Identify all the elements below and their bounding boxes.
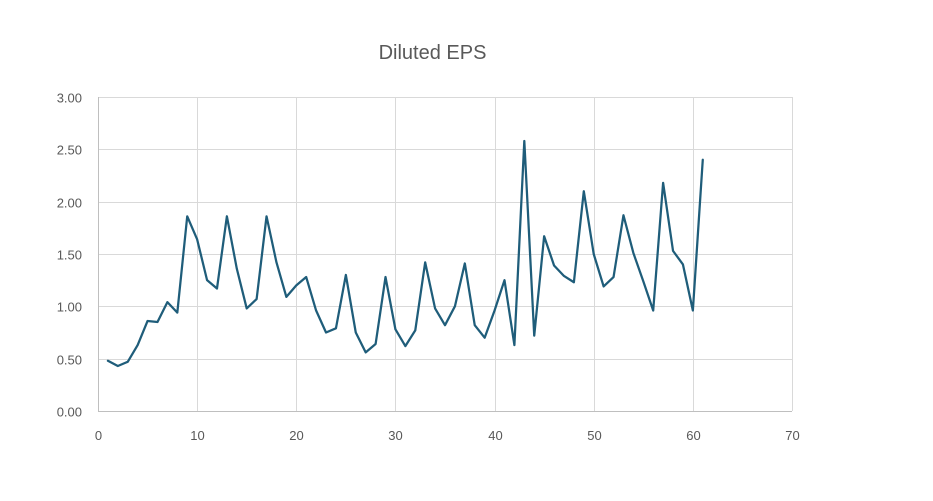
y-tick-label: 1.50 xyxy=(57,248,82,263)
y-tick-label: 0.50 xyxy=(57,353,82,368)
y-tick-label: 2.50 xyxy=(57,143,82,158)
series-layer xyxy=(106,139,704,368)
axis-layer xyxy=(98,97,792,412)
grid-layer xyxy=(98,97,793,411)
x-tick-label: 30 xyxy=(388,428,402,443)
x-tick-label: 70 xyxy=(785,428,799,443)
x-tick-label: 0 xyxy=(95,428,102,443)
x-tick-label: 50 xyxy=(587,428,601,443)
tick-label-layer: 0.00 0.50 1.00 1.50 2.00 2.50 3.00 0 10 20 30 40 50 6… xyxy=(57,91,800,444)
y-tick-label: 1.00 xyxy=(57,300,82,315)
x-tick-label: 10 xyxy=(190,428,204,443)
x-tick-label: 40 xyxy=(488,428,502,443)
y-tick-label: 2.00 xyxy=(57,196,82,211)
x-tick-label: 20 xyxy=(289,428,303,443)
series-line xyxy=(106,139,704,368)
x-tick-label: 60 xyxy=(686,428,700,443)
chart-title: Diluted EPS xyxy=(378,42,487,64)
y-tick-label: 0.00 xyxy=(57,405,82,420)
y-tick-label: 3.00 xyxy=(57,91,82,106)
